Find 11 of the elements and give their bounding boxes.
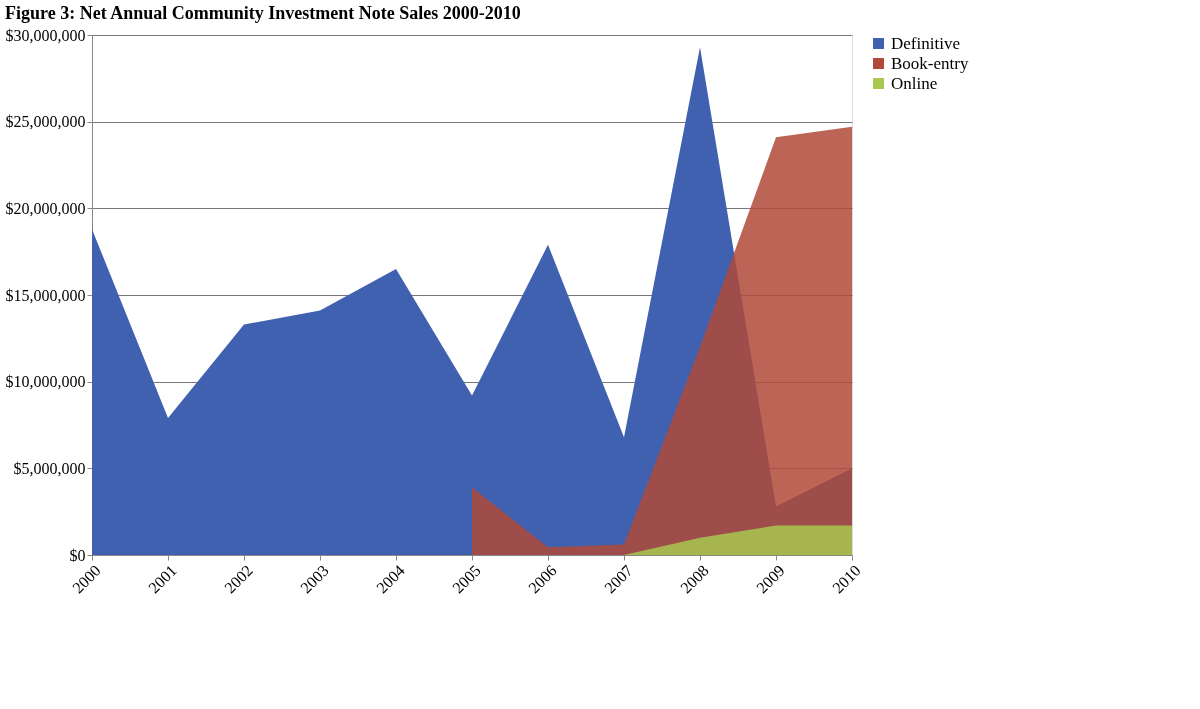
y-tick-label: $0 [69, 546, 86, 564]
legend-label: Book-entry [891, 53, 969, 73]
chart-title: Figure 3: Net Annual Community Investment Note Sales 2000-2010 [5, 3, 521, 23]
legend-label: Online [891, 73, 938, 93]
y-tick-label: $10,000,000 [5, 373, 86, 391]
y-tick-label: $5,000,000 [13, 459, 86, 477]
y-tick-label: $15,000,000 [5, 286, 86, 304]
y-tick-label: $25,000,000 [5, 113, 86, 131]
y-tick-label: $20,000,000 [5, 199, 86, 217]
y-tick-label: $30,000,000 [5, 26, 86, 44]
legend-label: Definitive [891, 33, 960, 53]
